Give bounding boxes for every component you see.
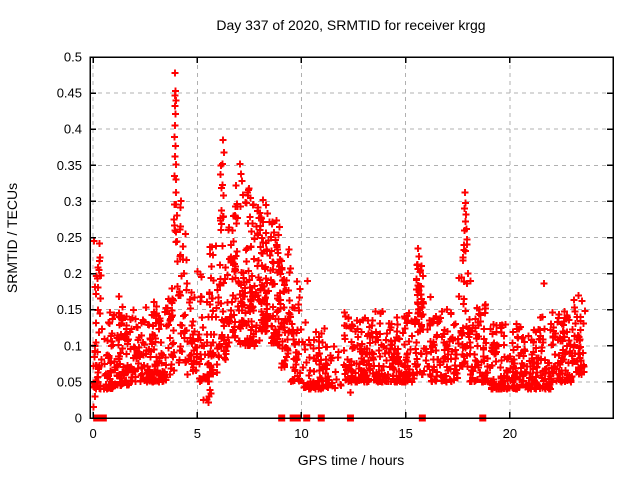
y-tick-label: 0.05 bbox=[57, 374, 82, 389]
chart-title: Day 337 of 2020, SRMTID for receiver krg… bbox=[216, 17, 485, 33]
y-tick-label: 0.15 bbox=[57, 302, 82, 317]
y-tick-label: 0.1 bbox=[64, 338, 82, 353]
y-axis-label: SRMTID / TECUs bbox=[4, 183, 20, 293]
y-tick-label: 0.4 bbox=[64, 122, 82, 137]
y-tick-label: 0.3 bbox=[64, 194, 82, 209]
x-tick-label: 15 bbox=[398, 426, 412, 441]
y-tick-label: 0.35 bbox=[57, 158, 82, 173]
tick-labels: 0 5 10 15 20 0 0.05 0.1 0.15 0.2 0.25 0.3 0.35 0.4 0.4… bbox=[57, 50, 517, 442]
srmtid-scatter-markers bbox=[90, 69, 589, 411]
y-tick-label: 0.2 bbox=[64, 266, 82, 281]
x-tick-label: 10 bbox=[294, 426, 308, 441]
y-tick-label: 0 bbox=[75, 411, 82, 426]
x-tick-label: 20 bbox=[503, 426, 517, 441]
y-tick-label: 0.45 bbox=[57, 86, 82, 101]
y-tick-label: 0.25 bbox=[57, 230, 82, 245]
x-tick-label: 5 bbox=[194, 426, 201, 441]
x-tick-label: 0 bbox=[90, 426, 97, 441]
data-points bbox=[90, 69, 589, 422]
axes bbox=[89, 56, 614, 419]
x-axis-label: GPS time / hours bbox=[298, 452, 405, 468]
y-tick-label: 0.5 bbox=[64, 50, 82, 65]
